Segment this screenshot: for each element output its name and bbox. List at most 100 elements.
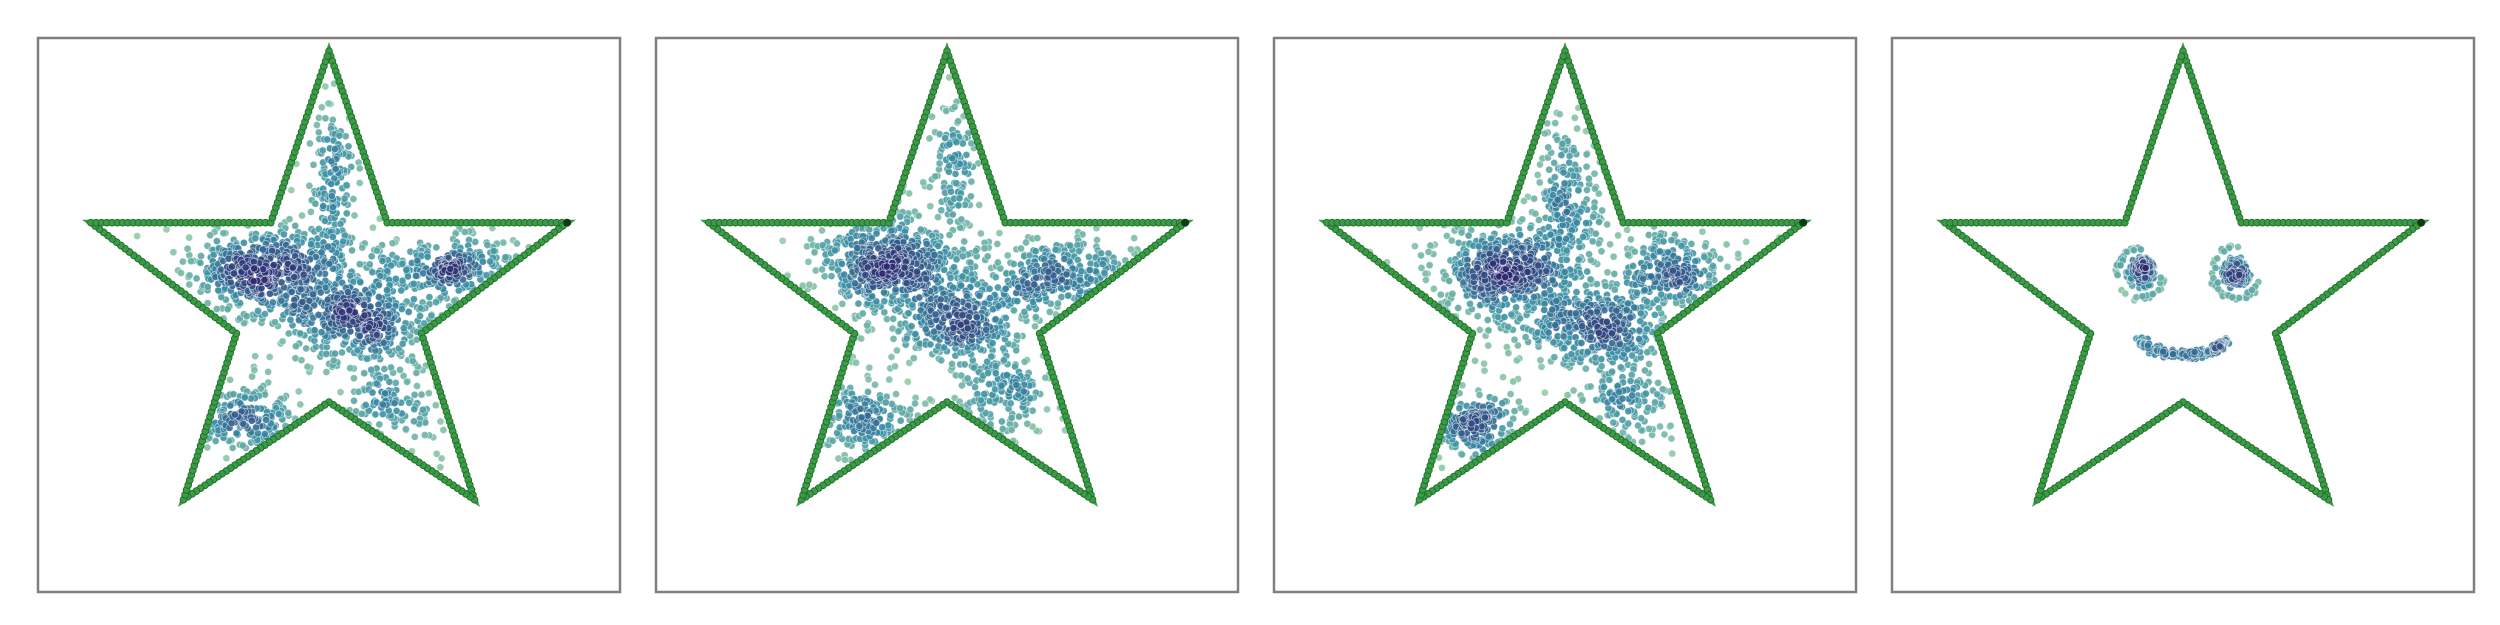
data-point: [357, 409, 366, 418]
data-point: [1051, 245, 1060, 254]
data-point: [319, 201, 328, 210]
data-point: [437, 454, 446, 463]
outline-marker: [941, 52, 950, 61]
data-point: [841, 455, 850, 464]
data-point: [975, 291, 984, 300]
data-point: [986, 294, 995, 303]
data-point: [383, 266, 392, 275]
data-point: [864, 375, 873, 384]
data-point: [318, 146, 327, 155]
data-point: [1475, 390, 1484, 399]
data-point: [390, 399, 399, 408]
data-point: [778, 236, 787, 245]
data-point: [1639, 248, 1648, 257]
data-point: [1562, 255, 1571, 264]
data-point: [894, 327, 903, 336]
outline-marker: [323, 52, 332, 61]
data-point: [1510, 407, 1519, 416]
data-point: [1559, 168, 1568, 177]
data-point: [930, 250, 939, 259]
data-point: [871, 380, 880, 389]
data-point: [346, 364, 355, 373]
data-point: [1093, 235, 1102, 244]
data-point: [966, 192, 975, 201]
data-point: [212, 304, 221, 313]
data-point: [226, 375, 235, 384]
data-point: [367, 365, 376, 374]
data-point: [1421, 275, 1430, 284]
data-point: [409, 417, 418, 426]
data-point: [411, 271, 420, 280]
panel-3: [1272, 36, 1858, 594]
data-point: [950, 263, 959, 272]
data-point: [838, 299, 847, 308]
data-point: [1557, 151, 1566, 160]
data-point: [1507, 310, 1516, 319]
data-point: [1512, 356, 1521, 365]
data-point: [1030, 280, 1039, 289]
data-point: [1031, 247, 1040, 256]
data-point: [1031, 313, 1040, 322]
data-point: [951, 169, 960, 178]
data-point: [423, 252, 432, 261]
data-point: [1437, 463, 1446, 472]
data-point: [482, 271, 491, 280]
data-point: [412, 381, 421, 390]
data-point: [1558, 139, 1567, 148]
data-point: [1581, 281, 1590, 290]
data-point: [185, 280, 194, 289]
data-point: [1521, 333, 1530, 342]
data-point: [902, 334, 911, 343]
data-point: [1020, 357, 1029, 366]
data-point: [1480, 366, 1489, 375]
data-point: [902, 279, 911, 288]
data-point: [388, 239, 397, 248]
data-point: [991, 361, 1000, 370]
data-point: [349, 396, 358, 405]
data-point: [1526, 223, 1535, 232]
data-point: [296, 285, 305, 294]
data-point: [1484, 341, 1493, 350]
data-point: [306, 207, 315, 216]
data-point: [427, 311, 436, 320]
data-point: [863, 321, 872, 330]
data-point: [1031, 322, 1040, 331]
data-point: [1666, 421, 1675, 430]
data-point: [867, 234, 876, 243]
data-point: [1626, 376, 1635, 385]
data-point: [999, 344, 1008, 353]
data-point: [1654, 378, 1663, 387]
data-point: [931, 310, 940, 319]
data-point: [997, 417, 1006, 426]
data-point: [1586, 382, 1595, 391]
data-point: [984, 369, 993, 378]
data-point: [271, 318, 280, 327]
data-point: [287, 287, 296, 296]
data-point: [385, 377, 394, 386]
data-point: [397, 305, 406, 314]
data-point: [350, 211, 359, 220]
data-point: [1060, 254, 1069, 263]
data-point: [1642, 325, 1651, 334]
data-point: [260, 275, 269, 284]
data-point: [1609, 252, 1618, 261]
data-point: [417, 390, 426, 399]
data-point: [1565, 158, 1574, 167]
data-point: [212, 237, 221, 246]
data-point: [1590, 203, 1599, 212]
data-point: [1618, 415, 1627, 424]
data-point: [329, 356, 338, 365]
data-point: [425, 293, 434, 302]
data-point: [309, 160, 318, 169]
data-point: [1536, 356, 1545, 365]
data-point: [878, 269, 887, 278]
data-point: [291, 221, 300, 230]
data-point: [436, 417, 445, 426]
panel-2: [654, 36, 1240, 594]
data-point: [1007, 413, 1016, 422]
data-point: [460, 227, 469, 236]
data-point: [358, 243, 367, 252]
data-point: [1500, 313, 1509, 322]
data-point: [416, 311, 425, 320]
data-point: [1584, 174, 1593, 183]
